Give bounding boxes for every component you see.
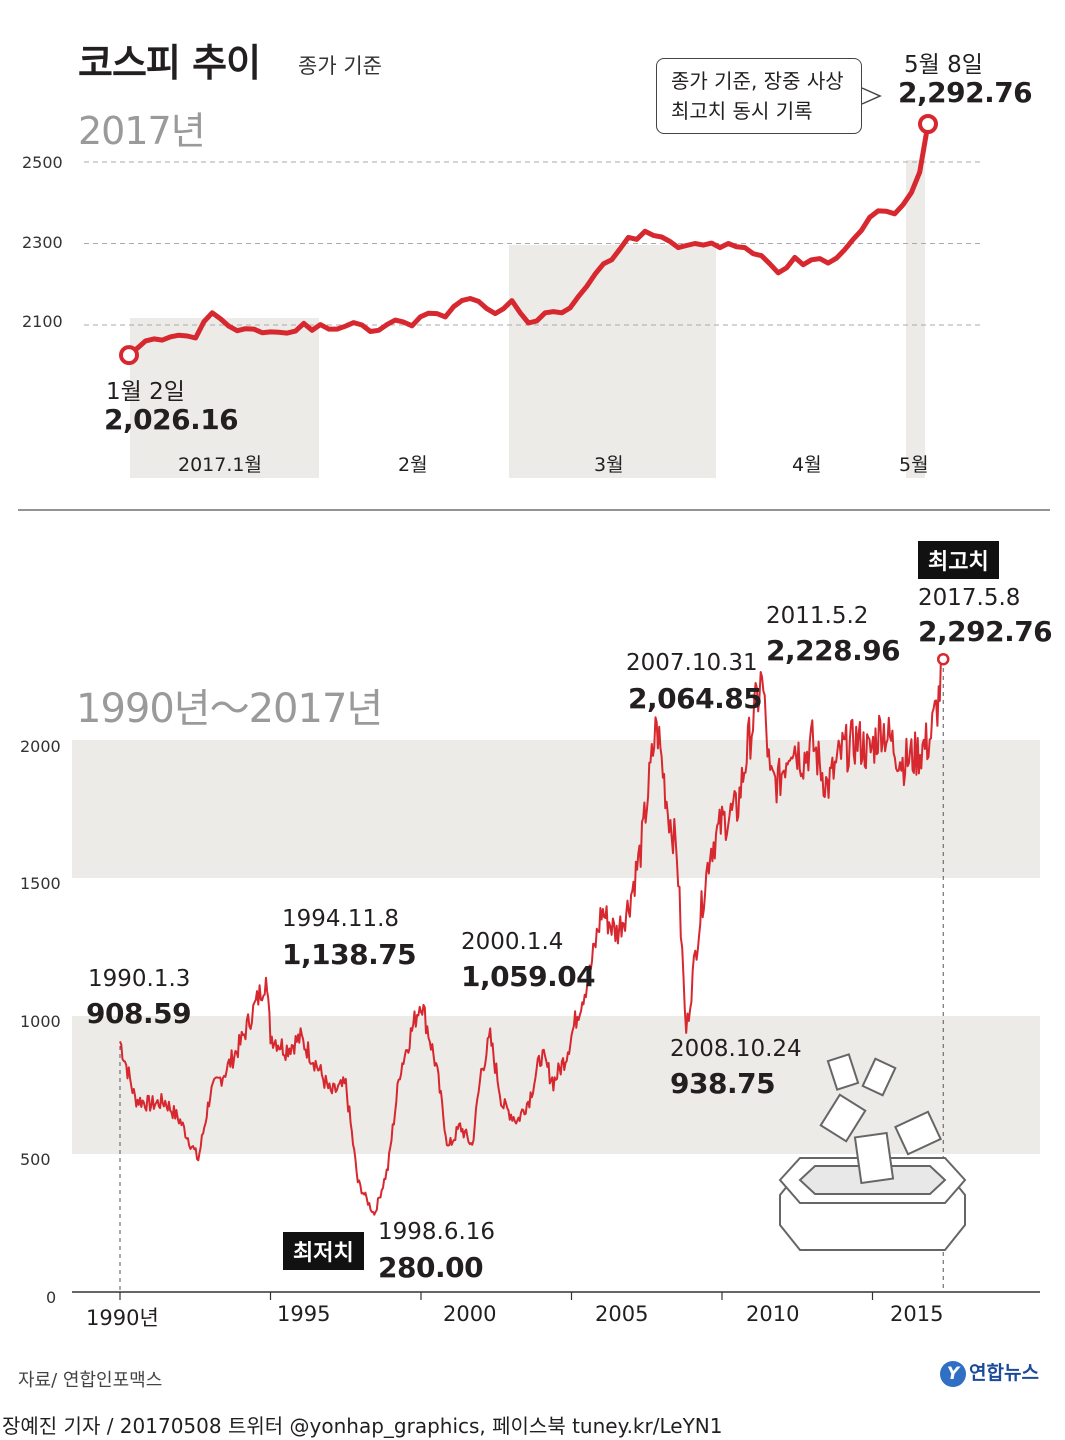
- start-point-marker: [119, 345, 139, 366]
- top-chart-series: [119, 114, 938, 366]
- top-chart-year-label: 2017년: [78, 109, 206, 153]
- annot-1998-date: 1998.6.16: [378, 1219, 496, 1245]
- long-y-tick-500: 500: [20, 1150, 51, 1169]
- top-x-label-feb: 2월: [398, 454, 428, 476]
- bill-2: [861, 1057, 897, 1097]
- top-x-label-jan: 2017.1월: [178, 454, 262, 476]
- long-y-tick-1500: 1500: [20, 874, 61, 893]
- record-callout: 종가 기준, 장중 사상 최고치 동시 기록: [656, 58, 862, 134]
- page-subtitle: 종가 기준: [298, 54, 382, 78]
- annot-2007-value: 2,064.85: [628, 682, 763, 715]
- annot-2008-date: 2008.10.24: [670, 1036, 802, 1062]
- kospi-2017-line: [127, 123, 931, 358]
- top-end-date: 5월 8일: [904, 52, 983, 78]
- annot-2011-value: 2,228.96: [766, 634, 901, 667]
- band-1500-2000: [72, 740, 1040, 878]
- long-x-tick-2005: 2005: [595, 1302, 649, 1326]
- long-y-tick-2000: 2000: [20, 737, 61, 756]
- bill-4: [894, 1110, 942, 1156]
- top-start-date: 1월 2일: [106, 379, 185, 405]
- record-low-tag: 최저치: [283, 1232, 364, 1270]
- bill-3: [819, 1093, 867, 1143]
- top-start-value: 2,026.16: [104, 403, 239, 436]
- annot-2011-date: 2011.5.2: [766, 603, 869, 629]
- annot-1990-value: 908.59: [86, 997, 192, 1030]
- long-x-tick-2010: 2010: [746, 1302, 800, 1326]
- money-box-icon: [778, 1053, 967, 1251]
- long-y-tick-0: 0: [46, 1288, 57, 1307]
- logo-text: 연합뉴스: [969, 1362, 1039, 1384]
- long-x-tick-2015: 2015: [890, 1302, 944, 1326]
- logo-globe-icon: Y: [940, 1360, 966, 1387]
- annot-1998-value: 280.00: [378, 1251, 484, 1284]
- band-may: [906, 160, 925, 478]
- top-y-tick-2500: 2500: [22, 153, 63, 172]
- credit-line: 장예진 기자 / 20170508 트위터 @yonhap_graphics, …: [2, 1414, 723, 1438]
- annot-1990-date: 1990.1.3: [88, 966, 191, 992]
- page-title: 코스피 추이: [78, 41, 261, 85]
- bill-1: [826, 1053, 860, 1091]
- annot-2017-value: 2,292.76: [918, 615, 1053, 648]
- callout-line-1: 종가 기준, 장중 사상: [671, 69, 844, 93]
- top-y-tick-2100: 2100: [22, 312, 63, 331]
- long-x-tick-1990: 1990년: [86, 1306, 159, 1330]
- annot-2017-date: 2017.5.8: [918, 585, 1021, 611]
- annot-2000-value: 1,059.04: [461, 960, 596, 993]
- long-chart-series: [119, 652, 950, 1216]
- long-x-tick-1995: 1995: [277, 1302, 331, 1326]
- source-note: 자료/ 연합인포맥스: [18, 1370, 163, 1391]
- record-high-tag: 최고치: [918, 541, 999, 579]
- annot-1994-value: 1,138.75: [282, 938, 417, 971]
- long-y-tick-1000: 1000: [20, 1012, 61, 1031]
- annot-2008-value: 938.75: [670, 1067, 776, 1100]
- annot-1994-date: 1994.11.8: [282, 906, 400, 932]
- top-x-label-may: 5월: [899, 454, 929, 476]
- record-high-marker: [936, 652, 950, 666]
- band-500-1000: [72, 1016, 1040, 1154]
- band-march: [509, 245, 716, 478]
- top-x-label-mar: 3월: [594, 454, 624, 476]
- long-x-tick-2000: 2000: [443, 1302, 497, 1326]
- kospi-1990-2017-line: [119, 654, 945, 1216]
- bill-5: [853, 1131, 895, 1185]
- end-point-marker: [918, 114, 938, 134]
- top-y-tick-2300: 2300: [22, 233, 63, 252]
- yonhap-logo: Y 연합뉴스: [940, 1358, 1039, 1387]
- top-end-value: 2,292.76: [898, 76, 1033, 109]
- long-chart-year-label: 1990년～2017년: [76, 686, 383, 732]
- band-january: [130, 318, 319, 478]
- callout-pointer: [861, 87, 882, 105]
- long-chart-axis: [72, 660, 1040, 1300]
- top-chart-month-bands: [130, 160, 925, 478]
- callout-line-2: 최고치 동시 기록: [671, 99, 813, 123]
- top-x-label-apr: 4월: [792, 454, 822, 476]
- annot-2007-date: 2007.10.31: [626, 650, 758, 676]
- annot-2000-date: 2000.1.4: [461, 929, 564, 955]
